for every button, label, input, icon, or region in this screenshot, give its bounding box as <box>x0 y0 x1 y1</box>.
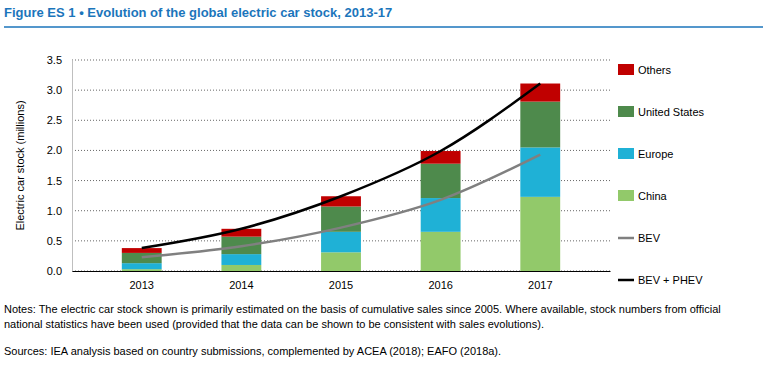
y-tick: 0.0 <box>47 265 72 277</box>
title: Figure ES 1 • Evolution of the global el… <box>4 5 392 20</box>
bar <box>421 198 461 232</box>
y-tick: 1.0 <box>47 205 72 217</box>
y-tick: 0.5 <box>47 235 72 247</box>
legend-item: BEV <box>618 232 661 244</box>
x-tick-label: 2013 <box>129 279 153 291</box>
y-tick: 3.0 <box>47 84 72 96</box>
legend-label: Others <box>638 64 672 76</box>
bar <box>321 252 361 271</box>
bar <box>122 248 162 253</box>
legend-swatch <box>618 190 634 201</box>
legend-swatch <box>618 106 634 117</box>
x-tick-label: 2014 <box>229 279 253 291</box>
legend-item: United States <box>618 106 705 118</box>
y-axis-line <box>72 61 73 272</box>
bar <box>122 263 162 269</box>
x-tick-label: 2017 <box>528 279 552 291</box>
y-axis-title: Electric car stock (millions) <box>14 100 26 230</box>
x-tick: 2015 <box>329 271 353 291</box>
legend-swatch <box>618 148 634 159</box>
marks <box>122 84 560 271</box>
title-rule <box>4 26 763 28</box>
legend-swatch <box>618 237 634 240</box>
legend-label: BEV <box>638 232 661 244</box>
legend-swatch <box>618 64 634 75</box>
bar <box>122 253 162 263</box>
y-axis: 0.0 0.5 1.0 1.5 2.0 2.5 3.0 3.5 <box>47 54 73 277</box>
legend-label: United States <box>638 106 705 118</box>
line <box>142 155 541 257</box>
bar <box>421 164 461 198</box>
y-tick: 3.5 <box>47 54 72 66</box>
y-tick-label: 3.0 <box>47 84 62 96</box>
bar <box>122 269 162 271</box>
x-tick: 2016 <box>428 271 452 291</box>
y-tick-label: 0.5 <box>47 235 62 247</box>
bar <box>221 265 261 271</box>
legend-label: BEV + PHEV <box>638 274 703 286</box>
y-tick: 1.5 <box>47 175 72 187</box>
line <box>142 84 541 249</box>
y-tick-label: 2.0 <box>47 144 62 156</box>
x-tick-label: 2015 <box>329 279 353 291</box>
x-axis: 2013 2014 2015 2016 2017 <box>73 271 611 291</box>
legend-item: BEV + PHEV <box>618 274 703 286</box>
legend-item: China <box>618 190 668 202</box>
legend-item: Others <box>618 64 672 76</box>
bar <box>321 232 361 252</box>
y-tick-label: 3.5 <box>47 54 62 66</box>
bar-series <box>122 102 560 264</box>
y-tick-label: 1.0 <box>47 205 62 217</box>
x-tick-label: 2016 <box>428 279 452 291</box>
x-tick: 2014 <box>229 271 253 291</box>
y-tick: 2.5 <box>47 114 72 126</box>
bar-series <box>122 197 560 271</box>
legend-label: Europe <box>638 148 673 160</box>
legend-label: China <box>638 190 668 202</box>
x-tick: 2013 <box>129 271 153 291</box>
bar <box>520 197 560 271</box>
y-tick-label: 2.5 <box>47 114 62 126</box>
bar <box>421 232 461 271</box>
notes: Notes: The electric car stock shown is p… <box>4 303 721 330</box>
legend-swatch <box>618 279 634 282</box>
legend: Others United States Europe China BEV BEV + P… <box>618 64 705 286</box>
sources: Sources: IEA analysis based on country s… <box>4 345 501 357</box>
bar-series <box>122 147 560 269</box>
y-tick-label: 1.5 <box>47 175 62 187</box>
y-tick: 2.0 <box>47 144 72 156</box>
grid <box>72 60 610 271</box>
bar <box>520 102 560 148</box>
bar <box>221 254 261 265</box>
legend-item: Europe <box>618 148 673 160</box>
y-tick-label: 0.0 <box>47 265 62 277</box>
grid-line <box>72 60 610 61</box>
x-tick: 2017 <box>528 271 552 291</box>
x-axis-line <box>73 271 611 272</box>
chart: Figure ES 1 • Evolution of the global el… <box>0 0 767 372</box>
